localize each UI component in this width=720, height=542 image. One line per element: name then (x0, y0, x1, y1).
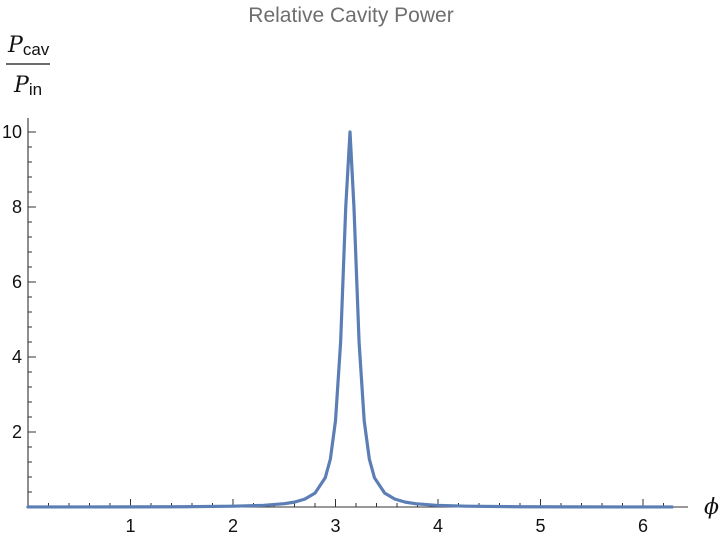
y-label-numerator-sub: cav (23, 40, 50, 59)
major-ticks (28, 131, 644, 507)
y-tick-label: 10 (2, 122, 22, 142)
y-label-numerator: P (7, 33, 24, 58)
y-tick-label: 4 (12, 347, 22, 367)
svg-text:Pcav: Pcav (7, 33, 50, 59)
x-tick-label: 6 (638, 516, 648, 536)
y-label-denominator: P (13, 73, 30, 98)
x-tick-label: 2 (228, 516, 238, 536)
y-tick-label: 2 (12, 422, 22, 442)
y-label-denominator-sub: in (29, 80, 42, 99)
x-tick-label: 3 (330, 516, 340, 536)
x-axis-label: ϕ (704, 495, 719, 520)
y-tick-label: 8 (12, 197, 22, 217)
y-tick-label: 6 (12, 272, 22, 292)
x-tick-label: 4 (433, 516, 443, 536)
svg-text:Pin: Pin (13, 73, 42, 99)
y-axis-label: Pcav Pin (6, 33, 50, 99)
tick-labels: 1 2 3 4 5 6 2 4 6 8 10 (2, 122, 648, 536)
x-tick-label: 1 (125, 516, 135, 536)
x-tick-label: 5 (535, 516, 545, 536)
chart-title: Relative Cavity Power (248, 4, 453, 27)
series-line (26, 130, 674, 509)
